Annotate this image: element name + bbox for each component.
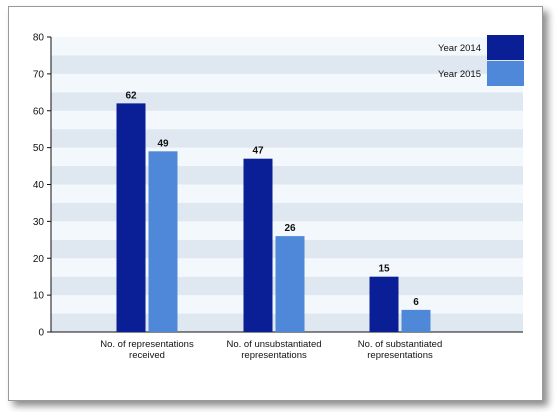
y-tick-label: 20 (33, 254, 45, 265)
y-tick-label: 30 (33, 217, 45, 228)
data-label: 26 (284, 223, 296, 234)
y-tick-label: 40 (33, 180, 45, 191)
data-label: 6 (413, 297, 419, 308)
category-label: representations (367, 350, 433, 361)
legend-label: Year 2015 (438, 69, 481, 80)
y-tick-label: 70 (33, 69, 45, 80)
legend-swatch-2015 (487, 61, 524, 86)
category-label: received (129, 350, 165, 361)
y-tick-label: 50 (33, 143, 45, 154)
bar-2014-1 (116, 103, 146, 332)
chart-frame: 0 10 20 30 40 50 60 70 80 62 47 15 49 26 6 No. of repre… (8, 6, 543, 401)
grid-band (51, 110, 523, 130)
bar-2015-1 (148, 151, 178, 332)
bar-2014-3 (369, 276, 399, 332)
grid-band (51, 73, 523, 93)
data-label: 47 (252, 146, 264, 157)
grid-band (51, 92, 523, 111)
category-label: representations (241, 350, 307, 361)
bar-2015-2 (275, 236, 305, 332)
y-tick-label: 10 (33, 291, 45, 302)
y-tick-label: 80 (33, 33, 45, 44)
grid-band (51, 37, 523, 56)
data-label: 62 (125, 90, 137, 101)
legend-swatch-2014 (487, 35, 524, 60)
category-label: No. of unsubstantiated (226, 339, 321, 350)
bar-2014-2 (243, 158, 273, 332)
bar-chart: 0 10 20 30 40 50 60 70 80 62 47 15 49 26 6 No. of repre… (33, 33, 524, 361)
data-label: 15 (378, 264, 390, 275)
y-tick-label: 0 (38, 328, 44, 339)
bar-2015-3 (401, 309, 431, 332)
y-tick-label: 60 (33, 106, 45, 117)
category-label: No. of representations (100, 339, 194, 350)
legend-label: Year 2014 (438, 43, 481, 54)
data-label: 49 (157, 138, 169, 149)
grid-band (51, 55, 523, 74)
grid-band (51, 129, 523, 148)
category-label: No. of substantiated (358, 339, 443, 350)
